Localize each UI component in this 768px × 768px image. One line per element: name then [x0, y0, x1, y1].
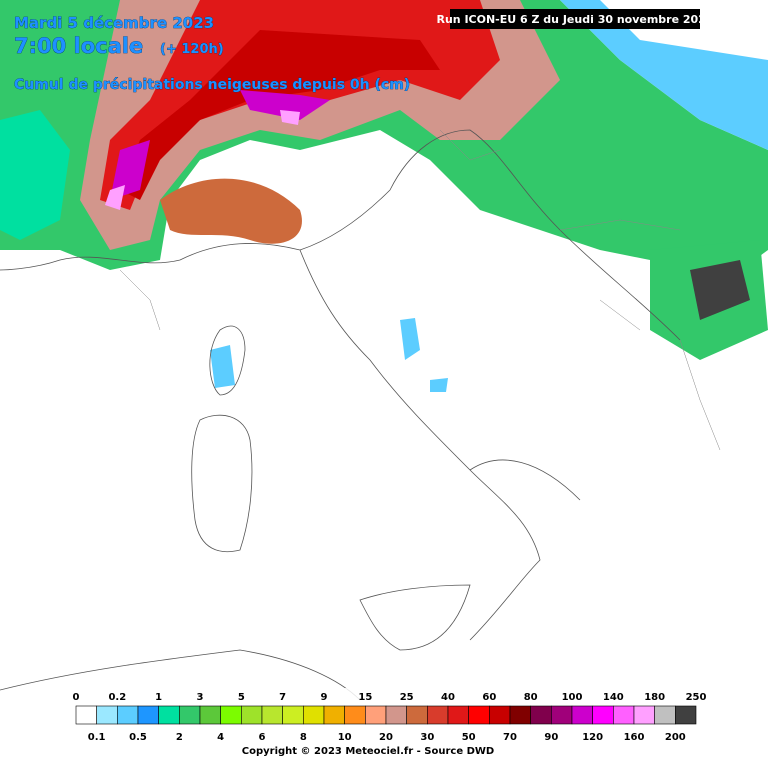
- legend-swatch: [406, 705, 428, 725]
- legend-swatch: [468, 705, 490, 725]
- legend-label: 15: [358, 692, 372, 703]
- run-info: Run ICON-EU 6 Z du Jeudi 30 novembre 202…: [436, 13, 713, 26]
- legend-swatch: [447, 705, 469, 725]
- legend-swatch: [261, 705, 283, 725]
- legend-label: 100: [562, 692, 583, 703]
- legend-swatch: [365, 705, 387, 725]
- forecast-lead: (+ 120h): [160, 42, 224, 57]
- copyright: Copyright © 2023 Meteociel.fr - Source D…: [242, 746, 494, 757]
- product-title: Cumul de précipitations neigeuses depuis…: [14, 77, 410, 93]
- legend-swatch: [344, 705, 366, 725]
- legend-label: 0.1: [88, 732, 106, 743]
- legend-label: 1: [155, 692, 162, 703]
- legend-swatch: [117, 705, 139, 725]
- coastline: [0, 129, 721, 701]
- legend-swatch: [509, 705, 531, 725]
- legend-label: 140: [603, 692, 624, 703]
- legend-label: 90: [544, 732, 558, 743]
- legend-swatch: [241, 705, 263, 725]
- forecast-date: Mardi 5 décembre 2023: [14, 14, 214, 32]
- legend-label: 160: [624, 732, 645, 743]
- legend-swatch: [633, 705, 655, 725]
- legend-label: 180: [644, 692, 665, 703]
- legend-label: 5: [238, 692, 245, 703]
- legend-swatch: [303, 705, 325, 725]
- legend-label: 80: [524, 692, 538, 703]
- legend-label: 0.2: [108, 692, 126, 703]
- legend-swatch: [282, 705, 304, 725]
- legend-label: 50: [462, 732, 476, 743]
- snow-field: [0, 0, 768, 392]
- legend-label: 40: [441, 692, 455, 703]
- legend-label: 25: [400, 692, 414, 703]
- legend-swatch: [427, 705, 449, 725]
- legend-swatch: [137, 705, 159, 725]
- legend-label: 7: [279, 692, 286, 703]
- legend-swatch: [530, 705, 552, 725]
- legend-swatch: [551, 705, 573, 725]
- legend-swatch: [489, 705, 511, 725]
- legend-swatch: [323, 705, 345, 725]
- legend-label: 2: [176, 732, 183, 743]
- legend-label: 70: [503, 732, 517, 743]
- legend-label: 20: [379, 732, 393, 743]
- legend-label: 30: [420, 732, 434, 743]
- legend-label: 8: [300, 732, 307, 743]
- legend-label: 9: [321, 692, 328, 703]
- legend-swatch: [675, 705, 697, 725]
- legend-label: 0.5: [129, 732, 147, 743]
- legend-swatch: [199, 705, 221, 725]
- legend-label: 250: [686, 692, 707, 703]
- legend-label: 4: [217, 732, 224, 743]
- legend-swatch: [179, 705, 201, 725]
- legend-label: 60: [482, 692, 496, 703]
- legend-swatch: [592, 705, 614, 725]
- legend-label: 0: [73, 692, 80, 703]
- legend-swatch: [220, 705, 242, 725]
- legend-swatch: [158, 705, 180, 725]
- legend-swatch: [571, 705, 593, 725]
- legend-swatch: [96, 705, 118, 725]
- legend-swatch: [385, 705, 407, 725]
- legend: 0 0.2 1 3 5 7 9 15 25 40 60 80 100 140 180 250 0.1 0.5 2 4 6…: [70, 688, 706, 744]
- legend-swatch: [613, 705, 635, 725]
- legend-label: 120: [582, 732, 603, 743]
- run-box: [450, 9, 700, 29]
- legend-label: 3: [197, 692, 204, 703]
- legend-label: 10: [338, 732, 352, 743]
- forecast-time: 7:00 locale: [14, 34, 143, 58]
- legend-swatch: [654, 705, 676, 725]
- legend-label: 200: [665, 732, 686, 743]
- legend-swatch: [75, 705, 97, 725]
- legend-label: 6: [259, 732, 266, 743]
